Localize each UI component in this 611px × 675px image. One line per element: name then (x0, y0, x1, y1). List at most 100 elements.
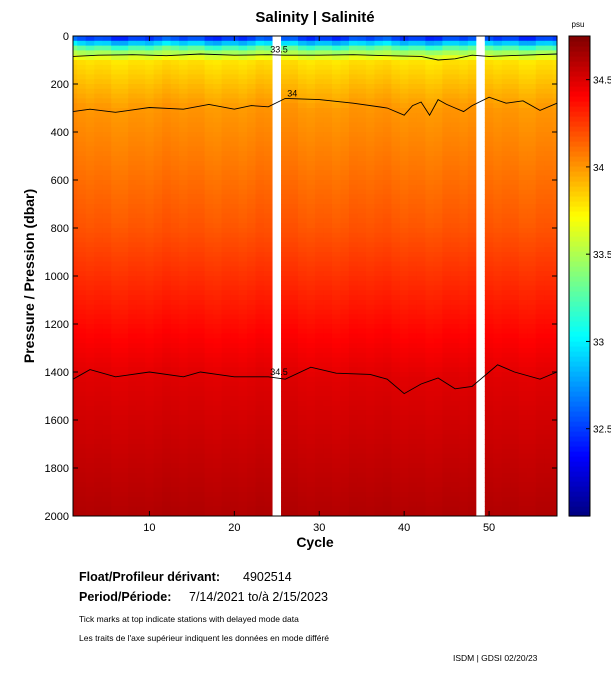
salinity-cell (340, 472, 350, 479)
salinity-cell (221, 252, 231, 258)
salinity-cell (196, 324, 206, 330)
salinity-cell (348, 448, 358, 455)
salinity-cell (323, 400, 333, 407)
salinity-cell (306, 304, 316, 311)
salinity-cell (501, 256, 511, 263)
salinity-cell (213, 304, 223, 311)
salinity-cell (281, 247, 291, 253)
salinity-cell (102, 108, 112, 114)
salinity-cell (145, 93, 155, 99)
salinity-cell (357, 223, 367, 229)
salinity-cell (365, 468, 375, 474)
salinity-cell (306, 290, 316, 296)
salinity-cell (255, 74, 265, 80)
salinity-cell (484, 266, 494, 272)
salinity-cell (416, 103, 426, 109)
salinity-cell (94, 180, 104, 186)
salinity-cell (365, 160, 375, 167)
salinity-cell (204, 266, 214, 272)
salinity-cell (255, 415, 265, 421)
salinity-cell (298, 314, 308, 320)
salinity-cell (374, 376, 384, 383)
salinity-cell (255, 372, 265, 378)
salinity-cell (298, 266, 308, 272)
salinity-cell (357, 458, 367, 464)
salinity-cell (85, 165, 95, 171)
salinity-cell (408, 93, 418, 99)
salinity-cell (501, 276, 511, 282)
salinity-cell (416, 156, 426, 162)
salinity-cell (315, 165, 324, 171)
salinity-cell (281, 141, 291, 147)
salinity-cell (493, 472, 503, 479)
salinity-cell (264, 199, 274, 205)
salinity-cell (255, 405, 265, 411)
salinity-cell (281, 108, 291, 114)
salinity-cell (289, 151, 299, 157)
salinity-cell (238, 357, 248, 363)
salinity-cell (281, 40, 291, 47)
salinity-cell (162, 477, 172, 483)
salinity-cell (357, 391, 367, 397)
salinity-cell (255, 252, 265, 258)
salinity-cell (128, 189, 138, 195)
salinity-cell (493, 79, 503, 85)
salinity-cell (255, 223, 265, 229)
salinity-cell (145, 50, 155, 56)
salinity-cell (153, 496, 163, 503)
salinity-cell (315, 453, 324, 459)
salinity-cell (391, 237, 401, 243)
salinity-cell (323, 256, 333, 263)
salinity-cell (247, 247, 257, 253)
salinity-cell (450, 405, 460, 411)
salinity-cell (484, 108, 494, 114)
salinity-cell (213, 343, 223, 349)
salinity-cell (85, 415, 95, 421)
salinity-cell (433, 400, 443, 407)
salinity-cell (315, 352, 324, 359)
salinity-cell (450, 208, 460, 215)
salinity-cell (399, 204, 409, 210)
salinity-cell (247, 64, 257, 71)
salinity-cell (459, 501, 469, 507)
salinity-cell (501, 242, 511, 248)
salinity-cell (281, 237, 291, 243)
salinity-cell (94, 328, 104, 335)
salinity-cell (94, 151, 104, 157)
salinity-cell (230, 98, 240, 104)
salinity-cell (213, 74, 223, 80)
salinity-cell (382, 439, 392, 445)
salinity-cell (213, 319, 223, 325)
salinity-cell (374, 36, 384, 42)
salinity-cell (170, 501, 180, 507)
salinity-cell (416, 285, 426, 291)
salinity-cell (289, 400, 299, 407)
salinity-cell (382, 492, 392, 498)
salinity-cell (179, 472, 189, 479)
salinity-cell (213, 36, 223, 42)
salinity-cell (399, 367, 409, 373)
salinity-cell (213, 357, 223, 363)
salinity-cell (85, 391, 95, 397)
salinity-cell (264, 285, 274, 291)
salinity-cell (238, 79, 248, 85)
salinity-cell (408, 319, 418, 325)
salinity-cell (73, 64, 78, 71)
salinity-cell (255, 448, 265, 455)
salinity-cell (255, 434, 265, 440)
salinity-cell (467, 304, 477, 311)
salinity-cell (493, 98, 503, 104)
salinity-cell (162, 218, 172, 224)
salinity-cell (179, 36, 189, 42)
salinity-cell (298, 400, 308, 407)
salinity-cell (255, 285, 265, 291)
salinity-cell (450, 266, 460, 272)
salinity-cell (170, 93, 180, 99)
salinity-cell (111, 156, 121, 162)
salinity-cell (247, 165, 257, 171)
salinity-cell (145, 410, 155, 416)
salinity-cell (73, 304, 78, 311)
salinity-cell (153, 103, 163, 109)
salinity-cell (289, 458, 299, 464)
salinity-cell (331, 501, 341, 507)
